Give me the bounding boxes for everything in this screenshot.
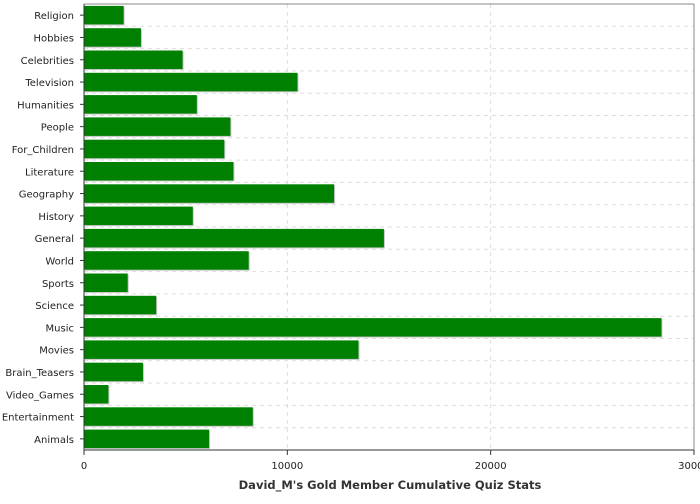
bar-history xyxy=(84,206,193,226)
bar-people xyxy=(84,117,231,136)
x-tick-label: 10000 xyxy=(271,461,303,472)
category-label: Brain_Teasers xyxy=(5,368,74,379)
category-label: Hobbies xyxy=(34,33,74,44)
category-label: Religion xyxy=(34,11,74,22)
axes xyxy=(80,3,695,455)
category-label: Entertainment xyxy=(2,413,74,424)
bar-entertainment xyxy=(84,407,253,426)
category-label: Video_Games xyxy=(6,390,74,401)
category-label: Literature xyxy=(25,167,74,178)
bar-sports xyxy=(84,273,128,292)
bars xyxy=(84,5,663,450)
x-tick-label: 20000 xyxy=(475,461,507,472)
category-label: Television xyxy=(24,78,74,89)
category-label: History xyxy=(38,212,74,223)
bar-geography xyxy=(84,184,335,203)
bar-movies xyxy=(84,340,359,359)
category-label: General xyxy=(35,234,74,245)
bar-for-children xyxy=(84,139,225,159)
category-label: Animals xyxy=(34,435,74,446)
bar-animals xyxy=(84,429,210,449)
category-label: People xyxy=(41,123,74,134)
x-tick-label: 30000 xyxy=(678,461,700,472)
category-label: Geography xyxy=(19,190,74,201)
bar-music xyxy=(84,318,662,337)
bar-world xyxy=(84,251,249,270)
category-label: World xyxy=(45,256,74,267)
x-tick-labels: 0 10000 20000 30000 xyxy=(81,461,700,472)
bar-brain-teasers xyxy=(84,362,143,382)
category-label: Humanities xyxy=(17,100,74,111)
bar-general xyxy=(84,228,384,248)
bar-humanities xyxy=(84,95,197,114)
bar-religion xyxy=(84,5,124,25)
x-axis-title: David_M's Gold Member Cumulative Quiz St… xyxy=(239,478,542,493)
bar-hobbies xyxy=(84,28,141,47)
category-label: Science xyxy=(35,301,74,312)
bar-video-games xyxy=(84,385,109,404)
bar-literature xyxy=(84,162,234,181)
category-label: Music xyxy=(46,323,74,334)
category-label: Movies xyxy=(39,346,74,357)
category-label: Sports xyxy=(42,279,74,290)
bar-science xyxy=(84,295,157,315)
category-label: Celebrities xyxy=(21,56,74,67)
bar-celebrities xyxy=(84,50,183,69)
category-label: For_Children xyxy=(12,145,74,156)
category-labels: Religion Hobbies Celebrities Television Huma… xyxy=(2,11,74,446)
bar-television xyxy=(84,72,298,92)
x-tick-label: 0 xyxy=(81,461,87,472)
